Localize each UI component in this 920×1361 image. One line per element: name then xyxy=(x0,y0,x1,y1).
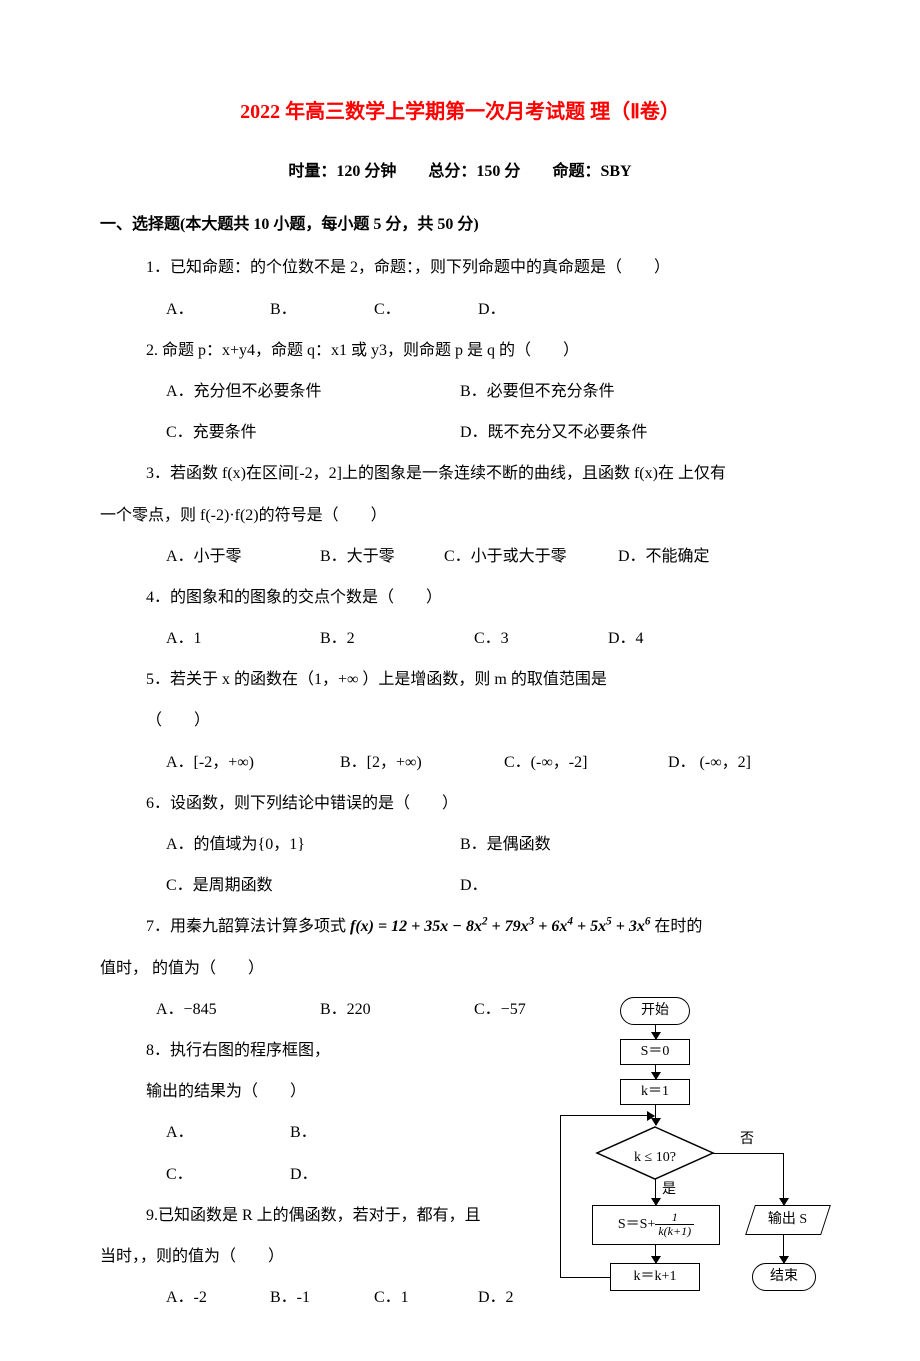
question-5-line1: 5．若关于 x 的函数在（1，+∞ ）上是增函数，则 m 的取值范围是 xyxy=(146,662,820,697)
duration: 时量：120 分钟 xyxy=(288,163,396,180)
q7-formula: f(x) = 12 + 35x − 8x2 + 79x3 + 6x4 + 5x5… xyxy=(350,918,650,935)
q3-opt-b: B．大于零 xyxy=(320,539,440,574)
question-6: 6．设函数，则下列结论中错误的是（ ） xyxy=(146,786,820,821)
fc-yes-label: 是 xyxy=(662,1175,676,1206)
q8-opt-b: B． xyxy=(290,1115,317,1150)
question-5-line2: （ ） xyxy=(146,703,820,738)
q9-opt-d: D．2 xyxy=(478,1280,514,1315)
page-title: 2022 年高三数学上学期第一次月考试题 理（Ⅱ卷） xyxy=(100,90,820,134)
q9-opt-c: C．1 xyxy=(374,1280,474,1315)
q3-opt-c: C．小于或大于零 xyxy=(444,539,614,574)
fc-line-no-v xyxy=(783,1153,784,1205)
fc-start: 开始 xyxy=(620,997,690,1025)
author: 命题：SBY xyxy=(552,163,631,180)
q7-prefix: 7．用秦九韶算法计算多项式 xyxy=(146,918,350,935)
question-2-options-row1: A．充分但不必要条件 B．必要但不充分条件 xyxy=(166,374,820,409)
fc-loop-h2 xyxy=(560,1115,654,1116)
fc-cond: k ≤ 10? xyxy=(607,1143,703,1174)
fc-k1: k＝1 xyxy=(620,1079,690,1105)
q1-opt-a: A． xyxy=(166,292,266,327)
q1-opt-b: B． xyxy=(270,292,370,327)
total-score: 总分：150 分 xyxy=(428,163,520,180)
question-8-line1: 8．执行右图的程序框图， xyxy=(146,1033,520,1068)
question-8-options-row2: C． D． xyxy=(166,1157,520,1192)
flowchart: 开始 S＝0 k＝1 k ≤ 10? 否 是 S＝S+ 1 k(k+1) k＝k… xyxy=(560,997,860,1337)
q8-and-flowchart-wrap: 8．执行右图的程序框图， 输出的结果为（ ） A． B． C． D． 9.已知函… xyxy=(100,1033,820,1315)
q6-opt-a: A．的值域为{0，1} xyxy=(166,827,456,862)
question-3-options: A．小于零 B．大于零 C．小于或大于零 D．不能确定 xyxy=(166,539,820,574)
question-9-line1: 9.已知函数是 R 上的偶函数，若对于，都有，且 xyxy=(146,1198,520,1233)
q5-opt-b: B．[2，+∞) xyxy=(340,745,500,780)
q1-opt-c: C． xyxy=(374,292,474,327)
q3-opt-d: D．不能确定 xyxy=(618,539,710,574)
fc-update: S＝S+ 1 k(k+1) xyxy=(592,1205,720,1245)
fc-frac-num: 1 xyxy=(655,1211,694,1225)
q7-opt-b: B．220 xyxy=(320,992,470,1027)
q5-opt-d: D． (-∞，2] xyxy=(668,745,751,780)
q6-opt-d: D． xyxy=(460,868,488,903)
q4-opt-b: B．2 xyxy=(320,621,470,656)
q3-text-1: 3．若函数 f(x)在区间[-2，2]上的图象是一条连续不断的曲线，且函数 f(… xyxy=(146,465,726,482)
fc-output-text: 输出 S xyxy=(768,1205,807,1236)
fc-arrow-5 xyxy=(655,1245,656,1263)
fc-output: 输出 S xyxy=(745,1205,831,1235)
q2-opt-c: C．充要条件 xyxy=(166,415,456,450)
q2-opt-d: D．既不充分又不必要条件 xyxy=(460,415,648,450)
question-5-options: A．[-2，+∞) B．[2，+∞) C．(-∞，-2] D． (-∞，2] xyxy=(166,745,820,780)
q8-opt-a: A． xyxy=(166,1115,286,1150)
fc-frac-den: k(k+1) xyxy=(655,1225,694,1238)
fc-arrow-6 xyxy=(783,1235,784,1263)
q6-opt-c: C．是周期函数 xyxy=(166,868,456,903)
fc-loop-h1 xyxy=(560,1277,610,1278)
exam-meta: 时量：120 分钟 总分：150 分 命题：SBY xyxy=(100,154,820,189)
q5-opt-a: A．[-2，+∞) xyxy=(166,745,336,780)
q6-opt-b: B．是偶函数 xyxy=(460,827,551,862)
q8-opt-c: C． xyxy=(166,1157,286,1192)
question-8-line2: 输出的结果为（ ） xyxy=(146,1074,520,1109)
fc-end: 结束 xyxy=(752,1263,816,1291)
question-1: 1．已知命题：的个位数不是 2，命题：，则下列命题中的真命题是（ ） xyxy=(146,250,820,285)
fc-arrow-3 xyxy=(655,1105,656,1125)
question-1-options: A． B． C． D． xyxy=(166,292,820,327)
question-4-options: A．1 B．2 C．3 D．4 xyxy=(166,621,820,656)
fc-loop-v xyxy=(560,1115,561,1277)
question-7-line2: 值时， 的值为（ ） xyxy=(100,951,820,986)
question-6-options-row1: A．的值域为{0，1} B．是偶函数 xyxy=(166,827,820,862)
fc-update-prefix: S＝S+ xyxy=(618,1218,655,1232)
question-9-options: A．-2 B．-1 C．1 D．2 xyxy=(166,1280,520,1315)
fc-arrow-4 xyxy=(655,1179,656,1205)
q2-opt-a: A．充分但不必要条件 xyxy=(166,374,456,409)
fc-update-frac: 1 k(k+1) xyxy=(655,1211,694,1238)
q9-opt-b: B．-1 xyxy=(270,1280,370,1315)
question-3-line1: 3．若函数 f(x)在区间[-2，2]上的图象是一条连续不断的曲线，且函数 f(… xyxy=(146,456,820,491)
q8-opt-d: D． xyxy=(290,1157,318,1192)
q4-opt-d: D．4 xyxy=(608,621,644,656)
q4-opt-a: A．1 xyxy=(166,621,316,656)
q4-opt-c: C．3 xyxy=(474,621,604,656)
q1-opt-d: D． xyxy=(478,292,506,327)
fc-no-label: 否 xyxy=(740,1125,754,1156)
question-9-line2: 当时，，则的值为（ ） xyxy=(100,1239,520,1274)
q3-opt-a: A．小于零 xyxy=(166,539,316,574)
question-2: 2. 命题 p：x+y4，命题 q：x1 或 y3，则命题 p 是 q 的（ ） xyxy=(146,333,820,368)
fc-line-no-h xyxy=(713,1153,783,1154)
q7-opt-a: A．−845 xyxy=(156,992,316,1027)
question-3-line2: 一个零点，则 f(-2)·f(2)的符号是（ ） xyxy=(100,498,820,533)
q7-suffix: 在时的 xyxy=(650,918,702,935)
fc-inc: k＝k+1 xyxy=(610,1263,700,1291)
question-6-options-row2: C．是周期函数 D． xyxy=(166,868,820,903)
q2-opt-b: B．必要但不充分条件 xyxy=(460,374,615,409)
question-4: 4．的图象和的图象的交点个数是（ ） xyxy=(146,580,820,615)
q5-opt-c: C．(-∞，-2] xyxy=(504,745,664,780)
question-2-options-row2: C．充要条件 D．既不充分又不必要条件 xyxy=(166,415,820,450)
fc-s0: S＝0 xyxy=(620,1039,690,1065)
q9-opt-a: A．-2 xyxy=(166,1280,266,1315)
section-1-header: 一、选择题(本大题共 10 小题，每小题 5 分，共 50 分) xyxy=(100,207,820,242)
question-7-line1: 7．用秦九韶算法计算多项式 f(x) = 12 + 35x − 8x2 + 79… xyxy=(146,909,820,944)
question-8-options-row1: A． B． xyxy=(166,1115,520,1150)
